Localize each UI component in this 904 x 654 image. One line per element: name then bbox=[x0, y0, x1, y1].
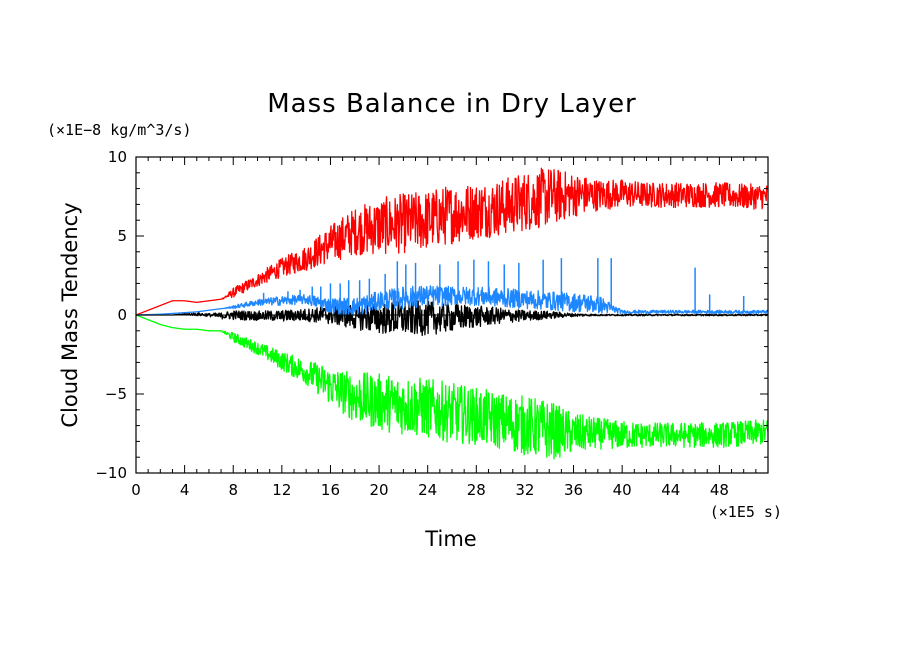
series-line-3 bbox=[136, 300, 768, 337]
series-line-1 bbox=[136, 167, 768, 316]
x-tick-label: 28 bbox=[467, 481, 486, 499]
y-axis-label: Cloud Mass Tendency bbox=[58, 202, 82, 427]
x-tick-label: 44 bbox=[661, 481, 680, 499]
x-tick-label: 20 bbox=[370, 481, 389, 499]
y-tick-label: 5 bbox=[117, 227, 127, 245]
series-layer bbox=[136, 167, 768, 460]
y-tick-label: −5 bbox=[105, 385, 127, 403]
y-tick-label: −10 bbox=[95, 464, 127, 482]
chart-title: Mass Balance in Dry Layer bbox=[267, 89, 637, 119]
x-tick-label: 24 bbox=[418, 481, 437, 499]
x-tick-label: 32 bbox=[515, 481, 534, 499]
x-tick-label: 16 bbox=[321, 481, 340, 499]
series-line-2 bbox=[136, 314, 768, 460]
x-tick-label: 36 bbox=[564, 481, 583, 499]
x-tick-label: 12 bbox=[272, 481, 291, 499]
x-unit-label: (×1E5 s) bbox=[710, 503, 782, 521]
x-tick-label: 8 bbox=[228, 481, 238, 499]
x-tick-label: 0 bbox=[131, 481, 141, 499]
series-line-4 bbox=[136, 285, 768, 316]
x-tick-label: 4 bbox=[180, 481, 190, 499]
y-unit-label: (×1E−8 kg/m^3/s) bbox=[47, 121, 192, 139]
y-tick-label: 0 bbox=[117, 306, 127, 324]
x-tick-label: 40 bbox=[613, 481, 632, 499]
x-tick-label: 48 bbox=[710, 481, 729, 499]
x-axis-label: Time bbox=[424, 527, 476, 551]
y-tick-label: 10 bbox=[108, 148, 127, 166]
